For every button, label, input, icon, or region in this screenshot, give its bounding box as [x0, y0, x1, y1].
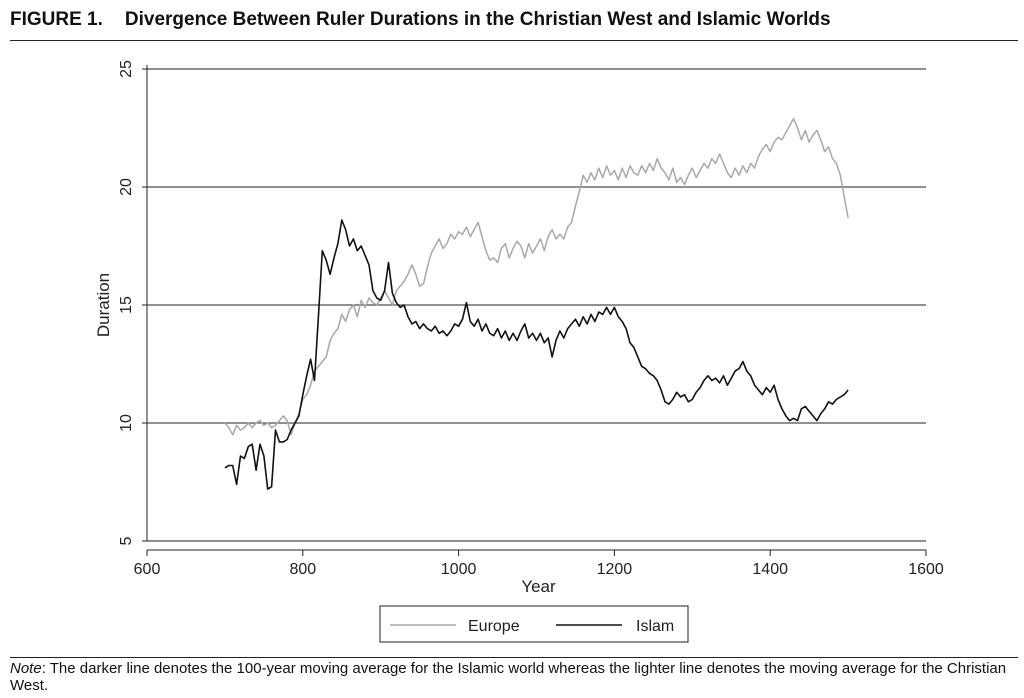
- y-tick-label-10: 10: [118, 414, 135, 432]
- series-line-islam: [224, 219, 849, 490]
- figure-note: Note: The darker line denotes the 100-ye…: [10, 660, 1016, 694]
- x-tick-label-1600: 1600: [908, 561, 944, 578]
- x-tick-label-1200: 1200: [597, 561, 633, 578]
- x-tick-label-600: 600: [134, 561, 161, 578]
- figure-title-text: Divergence Between Ruler Durations in th…: [124, 9, 831, 30]
- x-tick-label-800: 800: [289, 561, 316, 578]
- note-text: : The darker line denotes the 100-year m…: [10, 660, 1007, 694]
- x-tick-label-1000: 1000: [441, 561, 477, 578]
- note-rule: [10, 657, 1018, 658]
- x-axis-title: Year: [521, 577, 556, 596]
- x-tick-label-1400: 1400: [752, 561, 788, 578]
- note-lead: Note: [10, 660, 42, 677]
- legend-box: [379, 605, 689, 643]
- y-tick-label-20: 20: [118, 178, 135, 196]
- y-tick-label-25: 25: [118, 60, 135, 78]
- series-line-europe: [224, 117, 849, 436]
- line-chart: 5 10 15 20 25 600 800 1000 1200 1400 1600 Year Durat…: [94, 60, 944, 643]
- y-tick-label-15: 15: [118, 296, 135, 314]
- figure-title: FIGURE 1. Divergence Between Ruler Durati…: [10, 6, 1014, 34]
- figure-label: FIGURE 1.: [10, 9, 103, 30]
- y-axis-title: Duration: [94, 273, 113, 337]
- legend-label-islam: Islam: [636, 618, 674, 635]
- y-tick-label-5: 5: [118, 536, 135, 545]
- legend-label-europe: Europe: [468, 618, 520, 635]
- title-rule: [10, 40, 1018, 41]
